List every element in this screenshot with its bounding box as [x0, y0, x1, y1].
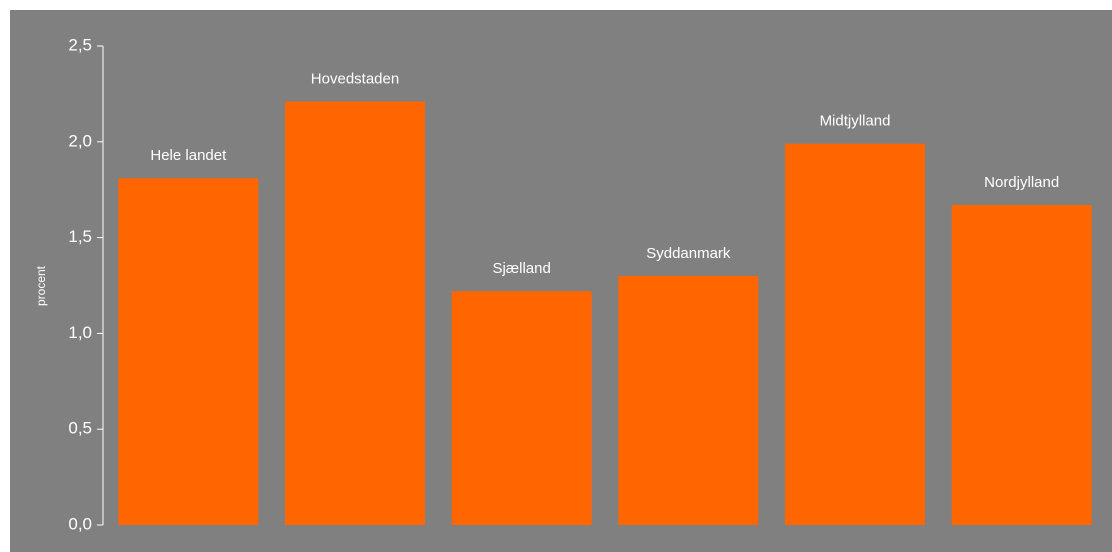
category-label: Midtjylland: [820, 113, 891, 130]
y-axis-label: procent: [34, 265, 48, 306]
y-tick-label: 2,0: [68, 131, 92, 150]
y-tick-label: 1,0: [68, 323, 92, 342]
y-tick-label: 0,0: [68, 514, 92, 533]
bar: [118, 178, 259, 526]
category-label: Syddanmark: [646, 245, 731, 262]
bar: [951, 205, 1092, 525]
category-label: Nordjylland: [984, 174, 1059, 191]
y-tick-label: 1,5: [68, 227, 92, 246]
category-label: Sjælland: [492, 260, 550, 277]
category-label: Hele landet: [150, 147, 227, 164]
category-label: Hovedstaden: [311, 71, 399, 88]
y-tick-label: 2,5: [68, 35, 92, 54]
bar: [618, 275, 759, 525]
bar: [785, 143, 925, 525]
y-tick-label: 0,5: [68, 419, 92, 438]
bar: [451, 291, 592, 525]
bar: [285, 101, 425, 526]
